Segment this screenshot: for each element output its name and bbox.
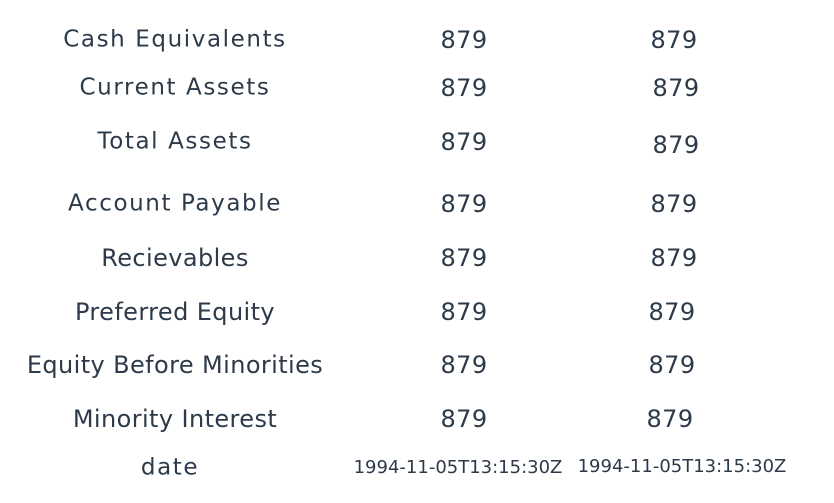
row-label-current-assets: Current Assets <box>79 74 271 101</box>
row-date-1: 1994-11-05T13:15:30Z <box>353 457 563 478</box>
row-date-2: 1994-11-05T13:15:30Z <box>577 456 787 477</box>
row-value-1: 879 <box>440 351 488 379</box>
row-value-1: 879 <box>440 128 488 156</box>
row-value-1: 879 <box>440 74 488 102</box>
row-value-2: 879 <box>650 26 698 54</box>
row-value-2: 879 <box>646 405 694 433</box>
row-label-equity-before-minorities: Equity Before Minorities <box>26 351 324 379</box>
row-label-cash-equivalents: Cash Equivalents <box>63 26 287 53</box>
row-value-1: 879 <box>440 298 488 326</box>
row-value-2: 879 <box>648 351 696 379</box>
row-label-total-assets: Total Assets <box>97 128 253 155</box>
row-label-date: date <box>140 454 200 481</box>
row-value-1: 879 <box>440 190 488 218</box>
row-value-2: 879 <box>652 131 700 159</box>
row-value-2: 879 <box>650 244 698 272</box>
row-value-1: 879 <box>440 244 488 272</box>
row-label-recievables: Recievables <box>101 244 249 272</box>
row-value-2: 879 <box>652 74 700 102</box>
row-label-preferred-equity: Preferred Equity <box>74 298 276 326</box>
row-label-minority-interest: Minority Interest <box>72 405 278 433</box>
row-value-1: 879 <box>440 26 488 54</box>
row-value-1: 879 <box>440 405 488 433</box>
row-value-2: 879 <box>650 190 698 218</box>
row-value-2: 879 <box>648 298 696 326</box>
row-label-account-payable: Account Payable <box>68 190 282 217</box>
